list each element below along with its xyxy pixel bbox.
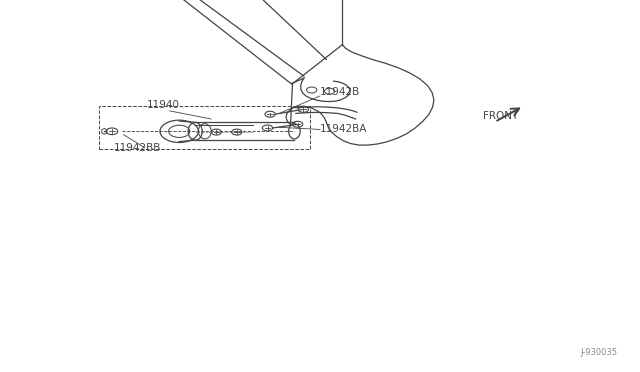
- Text: 11942BA: 11942BA: [320, 124, 367, 134]
- Text: FRONT: FRONT: [483, 111, 518, 121]
- Text: 11942BB: 11942BB: [114, 142, 161, 153]
- Bar: [99, 106, 310, 149]
- Text: J-930035: J-930035: [580, 348, 618, 357]
- Text: 11940: 11940: [147, 100, 180, 110]
- Text: 11942B: 11942B: [320, 87, 360, 97]
